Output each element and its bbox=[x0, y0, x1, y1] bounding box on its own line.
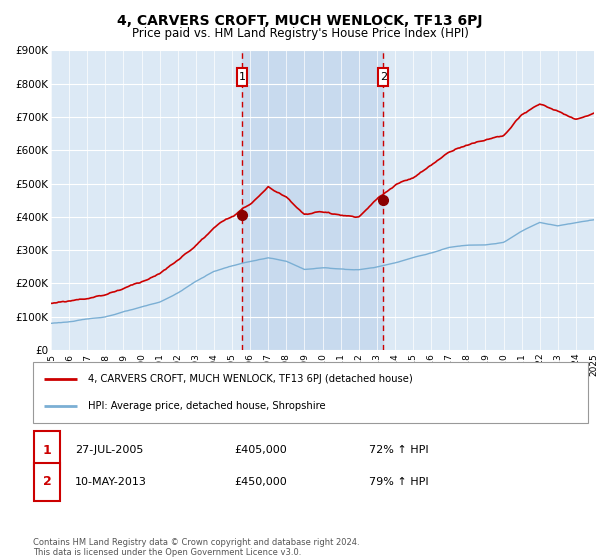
Text: 27-JUL-2005: 27-JUL-2005 bbox=[75, 445, 143, 455]
FancyBboxPatch shape bbox=[34, 463, 61, 501]
FancyBboxPatch shape bbox=[379, 68, 388, 86]
Bar bbox=[242, 50, 383, 350]
Text: 72% ↑ HPI: 72% ↑ HPI bbox=[369, 445, 428, 455]
Text: Price paid vs. HM Land Registry's House Price Index (HPI): Price paid vs. HM Land Registry's House … bbox=[131, 27, 469, 40]
FancyBboxPatch shape bbox=[33, 362, 588, 423]
Text: £450,000: £450,000 bbox=[234, 477, 287, 487]
Text: Contains HM Land Registry data © Crown copyright and database right 2024.
This d: Contains HM Land Registry data © Crown c… bbox=[33, 538, 359, 557]
FancyBboxPatch shape bbox=[34, 431, 61, 469]
Text: 2: 2 bbox=[43, 475, 52, 488]
Text: HPI: Average price, detached house, Shropshire: HPI: Average price, detached house, Shro… bbox=[89, 402, 326, 412]
Text: 4, CARVERS CROFT, MUCH WENLOCK, TF13 6PJ: 4, CARVERS CROFT, MUCH WENLOCK, TF13 6PJ bbox=[117, 14, 483, 28]
FancyBboxPatch shape bbox=[238, 68, 247, 86]
Text: £405,000: £405,000 bbox=[234, 445, 287, 455]
Text: 4, CARVERS CROFT, MUCH WENLOCK, TF13 6PJ (detached house): 4, CARVERS CROFT, MUCH WENLOCK, TF13 6PJ… bbox=[89, 374, 413, 384]
Text: 1: 1 bbox=[43, 444, 52, 457]
Text: 1: 1 bbox=[239, 72, 246, 82]
Text: 2: 2 bbox=[380, 72, 387, 82]
Text: 10-MAY-2013: 10-MAY-2013 bbox=[75, 477, 147, 487]
Text: 79% ↑ HPI: 79% ↑ HPI bbox=[369, 477, 428, 487]
